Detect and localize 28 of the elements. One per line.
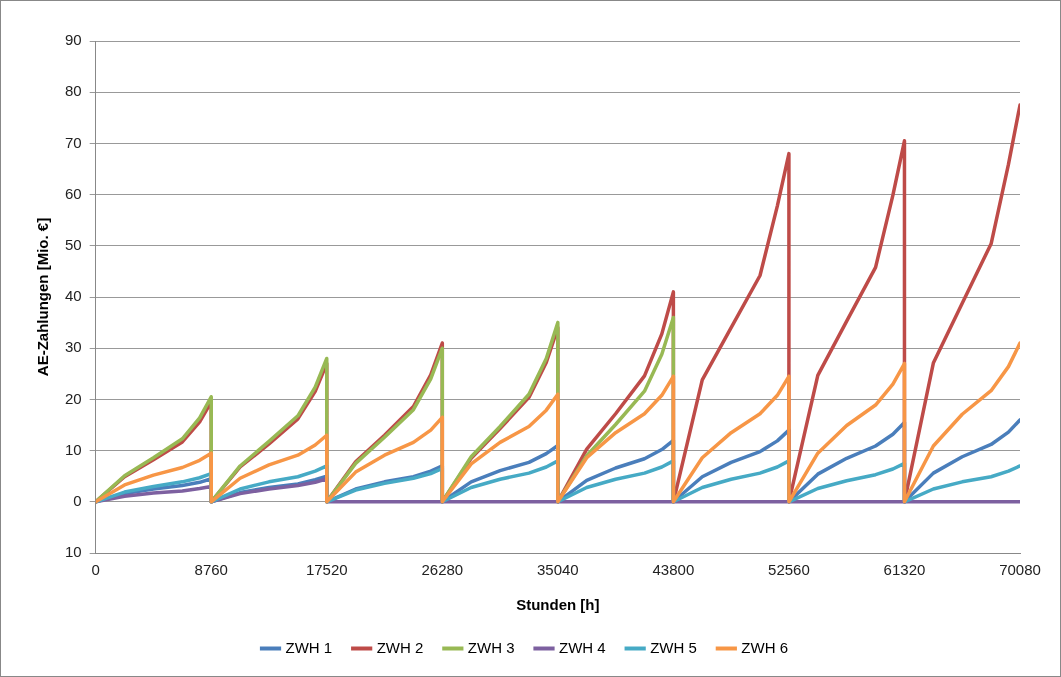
x-tick-label: 52560 xyxy=(768,561,810,579)
y-tick-label: 60 xyxy=(65,184,82,202)
y-tick-label: 10 xyxy=(65,440,82,458)
x-tick-label: 35040 xyxy=(536,561,579,579)
legend-label: ZWH 3 xyxy=(467,638,515,656)
y-tick-label: 40 xyxy=(65,287,82,305)
y-tick-label: 0 xyxy=(73,491,82,509)
y-tick-label: 90 xyxy=(65,31,82,49)
legend-label: ZWH 4 xyxy=(559,638,606,656)
x-axis-title: Stunden [h] xyxy=(516,596,600,614)
x-tick-label: 70080 xyxy=(999,561,1041,579)
x-tick-label: 0 xyxy=(91,561,100,579)
legend-label: ZWH 6 xyxy=(741,638,788,656)
y-tick-label: 20 xyxy=(65,389,82,407)
x-tick-label: 43800 xyxy=(652,561,695,579)
legend-label: ZWH 2 xyxy=(376,638,424,656)
x-tick-label: 8760 xyxy=(194,561,228,579)
y-tick-label: 80 xyxy=(65,82,82,100)
y-tick-label: 70 xyxy=(65,133,82,151)
x-tick-label: 61320 xyxy=(883,561,926,579)
x-tick-label: 17520 xyxy=(305,561,348,579)
y-tick-label: 10 xyxy=(65,543,82,561)
y-tick-label: 30 xyxy=(65,338,82,356)
y-axis-title: AE-Zahlungen [Mio. €] xyxy=(34,217,52,377)
x-tick-label: 26280 xyxy=(421,561,464,579)
legend-label: ZWH 5 xyxy=(650,638,697,656)
legend-label: ZWH 1 xyxy=(285,638,333,656)
y-tick-label: 50 xyxy=(65,235,82,253)
